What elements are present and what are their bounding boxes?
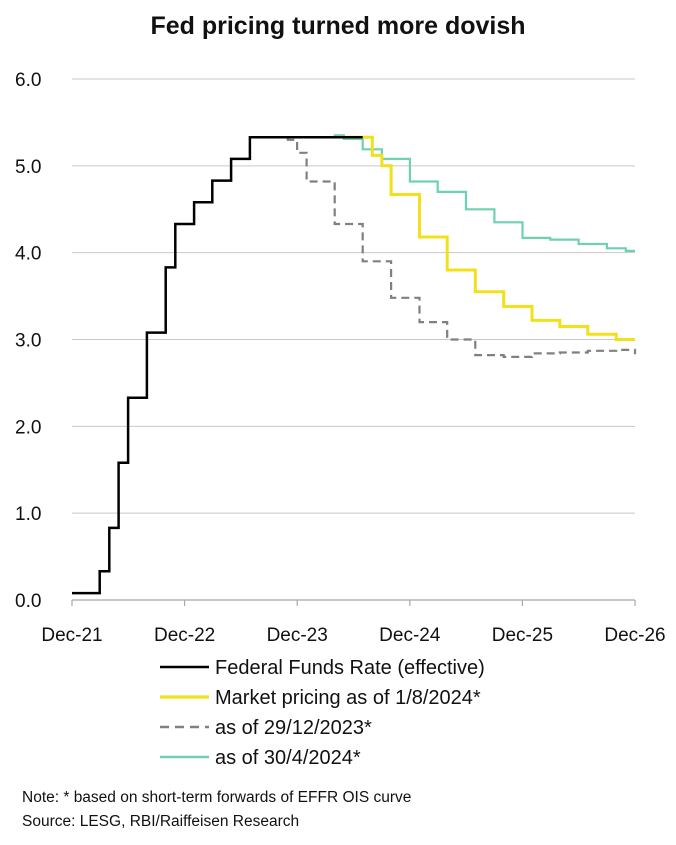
x-tick-label: Dec-25: [492, 625, 553, 646]
legend-label-3: as of 30/4/2024*: [215, 747, 361, 769]
chart-title: Fed pricing turned more dovish: [150, 12, 526, 40]
x-tick-label: Dec-23: [267, 625, 328, 646]
x-tick-label: Dec-22: [154, 625, 215, 646]
legend-label-0: Federal Funds Rate (effective): [215, 657, 485, 679]
x-tick-label: Dec-24: [379, 625, 441, 646]
y-tick-label: 0.0: [15, 591, 41, 612]
gridlines: [72, 78, 635, 514]
y-tick-label: 2.0: [15, 417, 41, 438]
legend: Federal Funds Rate (effective) Market pri…: [160, 657, 485, 769]
y-tick-label: 6.0: [15, 70, 41, 91]
series-lines: [72, 134, 637, 595]
axes: 0.0 1.0 2.0 3.0 4.0 5.0 6.0 Dec-21 Dec-22 Dec-23 D…: [15, 70, 666, 646]
series-line-3: [325, 134, 635, 252]
y-tick-label: 4.0: [15, 244, 41, 265]
y-tick-label: 5.0: [15, 157, 41, 178]
footnote-source: Source: LESG, RBI/Raiffeisen Research: [22, 813, 300, 830]
y-tick-label: 1.0: [15, 504, 41, 525]
series-line-2: [249, 136, 637, 358]
legend-label-1: Market pricing as of 1/8/2024*: [215, 687, 481, 709]
x-tick-label: Dec-26: [604, 625, 665, 646]
x-tick-label: Dec-21: [41, 625, 102, 646]
chart-canvas: 0.0 1.0 2.0 3.0 4.0 5.0 6.0 Dec-21 Dec-22 Dec-23 D…: [15, 70, 666, 769]
series-line-1: [343, 135, 635, 341]
legend-label-2: as of 29/12/2023*: [215, 717, 372, 739]
series-line-0: [72, 135, 363, 595]
y-tick-label: 3.0: [15, 331, 41, 352]
footnote-note: Note: * based on short-term forwards of …: [22, 789, 412, 806]
